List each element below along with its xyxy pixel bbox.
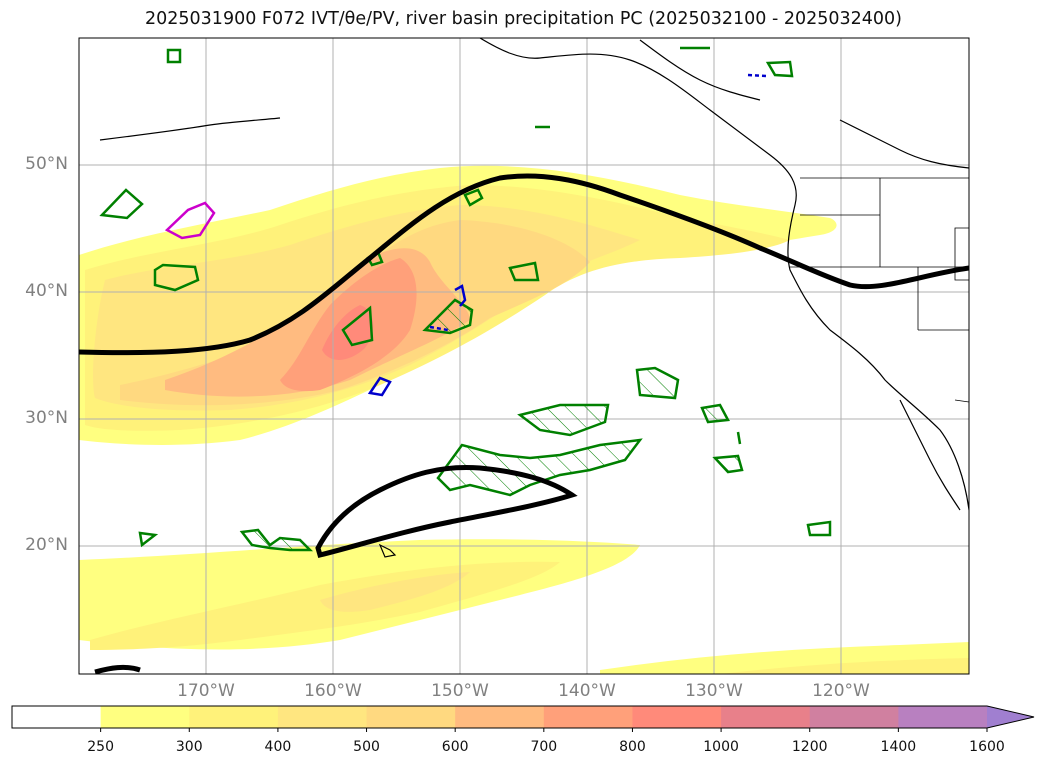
colorbar-swatches — [12, 706, 1034, 732]
lon-label-160w: 160°W — [304, 681, 362, 701]
colorbar-tick-label: 250 — [87, 739, 114, 755]
colorbar-swatch — [12, 706, 102, 728]
colorbar-tick-label: 1000 — [703, 739, 739, 755]
lat-label-40n: 40°N — [25, 281, 68, 301]
colorbar-swatch — [100, 706, 190, 728]
colorbar-tick-label: 400 — [264, 739, 292, 755]
lon-label-140w: 140°W — [558, 681, 616, 701]
map-plot — [78, 37, 970, 675]
gridlines — [79, 38, 969, 674]
colorbar-swatch — [721, 706, 811, 728]
colorbar-swatch — [189, 706, 279, 728]
colorbar-swatch — [543, 706, 633, 728]
colorbar-swatch — [455, 706, 545, 728]
political-borders — [790, 177, 969, 403]
colorbar-swatch — [277, 706, 368, 728]
colorbar-tick-label: 600 — [441, 739, 469, 755]
pv-contours — [99, 46, 832, 552]
colorbar-extend-arrow — [987, 706, 1034, 728]
colorbar-swatch — [898, 706, 988, 728]
colorbar-tick-label: 800 — [619, 739, 646, 755]
lon-label-130w: 130°W — [685, 681, 743, 701]
lon-label-170w: 170°W — [177, 681, 235, 701]
colorbar-tick-label: 1600 — [969, 739, 1005, 755]
lat-label-30n: 30°N — [25, 408, 68, 428]
colorbar-tick-label: 1400 — [880, 739, 917, 755]
colorbar-swatch — [366, 706, 456, 728]
lat-label-20n: 20°N — [25, 535, 68, 555]
colorbar-tick-label: 1200 — [791, 739, 828, 755]
colorbar-swatch — [632, 706, 722, 728]
theta-e-contours — [79, 173, 969, 674]
colorbar-swatch — [809, 706, 899, 728]
colorbar-outline — [11, 705, 1035, 729]
lon-label-150w: 150°W — [431, 681, 489, 701]
plot-frame — [78, 37, 970, 675]
coastline — [99, 38, 969, 558]
colorbar-tick-label: 700 — [530, 739, 558, 755]
lon-label-120w: 120°W — [812, 681, 870, 701]
ivt-shading — [79, 165, 969, 674]
colorbar-tick-label: 500 — [353, 739, 380, 755]
lat-label-50n: 50°N — [25, 154, 68, 174]
colorbar-tick-label: 300 — [175, 739, 203, 755]
map-title: 2025031900 F072 IVT/θe/PV, river basin p… — [145, 9, 902, 29]
